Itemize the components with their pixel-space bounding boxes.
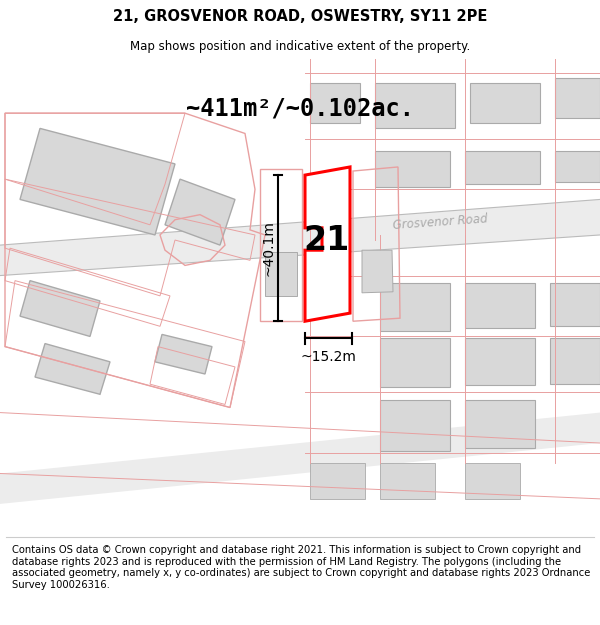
Text: Map shows position and indicative extent of the property.: Map shows position and indicative extent… [130,40,470,52]
Text: Grosvenor Road: Grosvenor Road [392,212,488,232]
Polygon shape [35,344,110,394]
Text: ~411m²/~0.102ac.: ~411m²/~0.102ac. [186,96,414,120]
Polygon shape [550,339,600,384]
Polygon shape [375,82,455,128]
Polygon shape [20,128,175,235]
Polygon shape [380,282,450,331]
Polygon shape [310,255,345,311]
Polygon shape [310,463,365,499]
Text: Contains OS data © Crown copyright and database right 2021. This information is : Contains OS data © Crown copyright and d… [12,545,590,590]
Polygon shape [265,253,297,296]
Text: ~40.1m: ~40.1m [261,220,275,276]
Polygon shape [465,151,540,184]
Polygon shape [362,250,393,293]
Polygon shape [155,334,212,374]
Polygon shape [380,463,435,499]
Polygon shape [550,282,600,326]
Polygon shape [555,151,600,182]
Text: ~15.2m: ~15.2m [301,350,356,364]
Polygon shape [305,167,350,321]
Polygon shape [375,151,450,188]
Polygon shape [380,339,450,388]
Polygon shape [555,78,600,118]
Polygon shape [470,82,540,123]
Text: 21: 21 [304,224,350,256]
Polygon shape [465,401,535,448]
Polygon shape [310,179,345,214]
Text: 21, GROSVENOR ROAD, OSWESTRY, SY11 2PE: 21, GROSVENOR ROAD, OSWESTRY, SY11 2PE [113,9,487,24]
Polygon shape [20,281,100,336]
Polygon shape [0,412,600,504]
Polygon shape [310,82,360,123]
Polygon shape [465,463,520,499]
Polygon shape [465,282,535,328]
Polygon shape [465,339,535,385]
Polygon shape [0,199,600,276]
Polygon shape [165,179,235,245]
Polygon shape [380,401,450,451]
